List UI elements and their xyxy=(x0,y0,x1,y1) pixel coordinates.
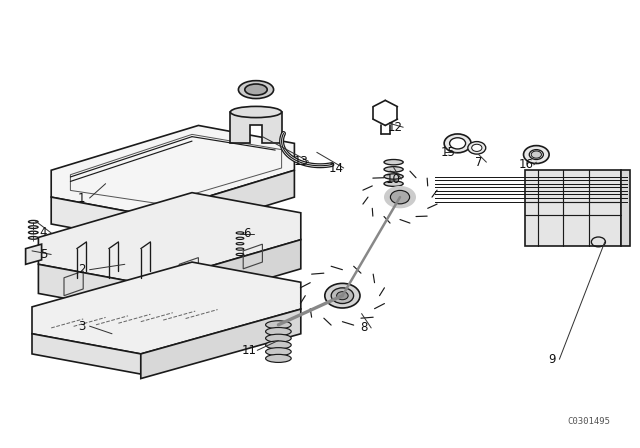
Ellipse shape xyxy=(468,142,486,154)
Polygon shape xyxy=(51,125,294,215)
Text: 15: 15 xyxy=(440,146,456,159)
Polygon shape xyxy=(32,334,141,374)
Ellipse shape xyxy=(529,150,543,159)
Polygon shape xyxy=(525,170,621,246)
Text: 9: 9 xyxy=(548,353,556,366)
Ellipse shape xyxy=(384,186,416,208)
Ellipse shape xyxy=(384,159,403,165)
Text: C0301495: C0301495 xyxy=(567,417,611,426)
Ellipse shape xyxy=(384,174,403,179)
Text: 7: 7 xyxy=(475,155,483,169)
Polygon shape xyxy=(26,244,42,264)
Ellipse shape xyxy=(444,134,471,153)
Ellipse shape xyxy=(239,81,274,99)
Text: 4: 4 xyxy=(40,226,47,240)
Bar xyxy=(621,170,630,246)
Polygon shape xyxy=(51,197,147,242)
Ellipse shape xyxy=(384,181,403,186)
Ellipse shape xyxy=(337,292,348,300)
Text: 1: 1 xyxy=(78,191,86,205)
Text: 2: 2 xyxy=(78,263,86,276)
Ellipse shape xyxy=(332,288,354,304)
Ellipse shape xyxy=(245,84,268,95)
Ellipse shape xyxy=(524,146,549,164)
Polygon shape xyxy=(38,193,301,284)
Text: 8: 8 xyxy=(360,321,367,335)
Text: 12: 12 xyxy=(388,121,403,134)
Text: 14: 14 xyxy=(328,161,344,175)
Text: 5: 5 xyxy=(40,248,47,261)
Polygon shape xyxy=(230,112,282,143)
Ellipse shape xyxy=(325,284,360,308)
Text: 3: 3 xyxy=(78,319,86,333)
Ellipse shape xyxy=(449,138,466,149)
Ellipse shape xyxy=(266,321,291,329)
Ellipse shape xyxy=(266,341,291,349)
Text: 11: 11 xyxy=(242,344,257,357)
Polygon shape xyxy=(147,170,294,242)
Ellipse shape xyxy=(230,107,282,118)
Polygon shape xyxy=(38,264,147,314)
Ellipse shape xyxy=(472,144,482,151)
Polygon shape xyxy=(141,309,301,379)
Ellipse shape xyxy=(266,354,291,362)
Ellipse shape xyxy=(384,167,403,172)
Ellipse shape xyxy=(266,334,291,342)
Polygon shape xyxy=(32,262,301,354)
Text: 10: 10 xyxy=(386,172,401,186)
Ellipse shape xyxy=(390,190,410,204)
Ellipse shape xyxy=(266,327,291,336)
Ellipse shape xyxy=(531,151,541,158)
Text: 13: 13 xyxy=(293,155,308,168)
Text: 6: 6 xyxy=(243,227,250,241)
Ellipse shape xyxy=(266,348,291,356)
Text: 16: 16 xyxy=(518,158,534,172)
Polygon shape xyxy=(147,240,301,314)
